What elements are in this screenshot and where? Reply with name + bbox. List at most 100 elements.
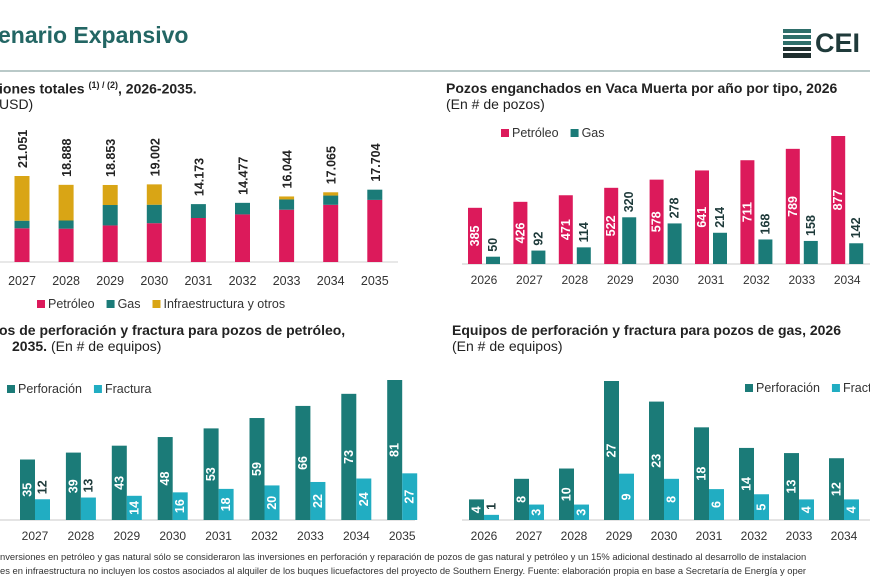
chart4-legend-label-0: Perforación <box>756 381 820 395</box>
chart3-label-perforación-2031: 53 <box>204 467 218 481</box>
chart3-bar-fractura-2027 <box>35 499 50 520</box>
chart3-label-perforación-2027: 35 <box>21 483 35 497</box>
chart1-x-tick-2033: 2033 <box>273 274 301 288</box>
chart2-bar-petróleo-2026 <box>468 207 482 264</box>
chart1-total-label-2028: 18.888 <box>60 139 74 177</box>
chart4-label-fractura-2027: 3 <box>530 509 544 516</box>
chart4-label-perforación-2029: 27 <box>605 444 619 458</box>
chart1-subtitle: USD) <box>0 96 34 112</box>
chart3-bar-perforación-2034 <box>341 393 357 520</box>
chart2-bar-petróleo-2034 <box>831 136 846 264</box>
chart4-legend-swatch-1 <box>831 384 840 392</box>
chart4-x-tick-2029: 2029 <box>606 529 633 543</box>
chart2-bar-gas-2030 <box>667 223 682 264</box>
chart2-x-tick-2034: 2034 <box>834 273 861 287</box>
chart1-bar-gas-2027 <box>14 220 30 229</box>
chart3-title: os de perforación y fractura para pozos … <box>0 322 346 338</box>
chart3-label-perforación-2035: 81 <box>388 443 402 457</box>
chart3-x-tick-2031: 2031 <box>205 529 232 543</box>
chart4-bar-fractura-2031 <box>709 489 724 520</box>
chart4-x-tick-2031: 2031 <box>696 529 723 543</box>
chart4-bar-fractura-2028 <box>574 504 589 520</box>
chart1-x-tick-2034: 2034 <box>317 274 345 288</box>
chart2-label-gas-2034: 142 <box>849 217 863 238</box>
chart3-bar-fractura-2034 <box>356 478 372 520</box>
chart4-bar-perforación-2031 <box>694 427 709 520</box>
chart1-total-label-2034: 17.065 <box>325 146 339 184</box>
chart2-title: Pozos enganchados en Vaca Muerta por año… <box>446 80 838 96</box>
chart4-label-perforación-2031: 18 <box>695 467 709 481</box>
chart4-x-tick-2033: 2033 <box>786 529 813 543</box>
footnote-2: es en infraestructura no incluyen los co… <box>0 565 807 576</box>
chart2-subtitle: (En # de pozos) <box>446 96 545 112</box>
chart1-bar-petróleo-2031 <box>190 218 206 262</box>
chart1-x-tick-2030: 2030 <box>140 274 168 288</box>
chart2-bar-gas-2027 <box>531 250 546 264</box>
chart2-label-petróleo-2029: 522 <box>604 215 618 236</box>
chart4-bar-fractura-2032 <box>754 494 769 520</box>
chart1-bar-infraestructura-2027 <box>14 176 30 221</box>
chart2-label-gas-2029: 320 <box>622 191 636 212</box>
chart2-bar-gas-2034 <box>849 243 864 264</box>
header-divider <box>0 70 870 72</box>
footnote-1: nversiones en petróleo y gas natural sól… <box>0 551 807 562</box>
chart1-total-label-2033: 16.044 <box>281 150 295 188</box>
chart2-label-petróleo-2031: 641 <box>695 207 709 228</box>
chart2-x-tick-2030: 2030 <box>652 273 679 287</box>
chart4-bar-perforación-2026 <box>469 499 484 520</box>
chart3-bar-fractura-2032 <box>264 485 280 520</box>
chart3-label-fractura-2027: 12 <box>36 480 50 494</box>
chart3-legend-swatch-1 <box>93 385 102 393</box>
chart3-bar-perforación-2033 <box>295 405 311 520</box>
chart2-x-tick-2032: 2032 <box>743 273 770 287</box>
chart1-bar-gas-2031 <box>190 204 206 219</box>
chart4-label-perforación-2027: 8 <box>515 496 529 503</box>
cei-logo: CEI <box>783 28 860 59</box>
chart1-bar-infraestructura-2030 <box>146 184 162 205</box>
chart4-label-perforación-2033: 13 <box>785 480 799 494</box>
chart3-legend-swatch-0 <box>7 385 15 393</box>
chart2-label-petróleo-2026: 385 <box>468 225 482 246</box>
chart4-bar-perforación-2027 <box>514 478 529 520</box>
chart1-bar-gas-2029 <box>102 205 118 226</box>
chart3-subtitle-bold: 2035. <box>12 338 48 354</box>
chart3-bar-perforación-2030 <box>157 437 173 520</box>
chart2-bar-petróleo-2030 <box>649 179 664 264</box>
chart3-x-tick-2032: 2032 <box>251 529 278 543</box>
chart1-total-label-2035: 17.704 <box>369 143 383 181</box>
chart1-bar-petróleo-2035 <box>367 199 383 262</box>
chart3-label-fractura-2035: 27 <box>403 490 417 504</box>
chart3-x-tick-2034: 2034 <box>343 529 370 543</box>
chart2-bar-gas-2033 <box>803 240 818 264</box>
chart2-bar-petróleo-2028 <box>558 195 573 264</box>
chart4-x-tick-2030: 2030 <box>651 529 678 543</box>
chart4-subtitle: (En # de equipos) <box>452 338 563 354</box>
logo-waves-icon <box>783 28 811 58</box>
chart2-label-gas-2026: 50 <box>486 238 500 252</box>
chart1-bar-gas-2028 <box>58 220 74 229</box>
chart4-bar-perforación-2034 <box>829 458 844 520</box>
chart4-label-perforación-2028: 10 <box>560 487 574 501</box>
chart4-x-tick-2028: 2028 <box>561 529 588 543</box>
chart3-bar-fractura-2031 <box>218 488 234 520</box>
chart3-label-fractura-2030: 16 <box>173 499 187 513</box>
chart3-bar-fractura-2029 <box>126 495 142 520</box>
chart1-total-label-2030: 19.002 <box>148 138 162 176</box>
chart3-subtitle: 2035. (En # de equipos) <box>12 338 161 354</box>
chart1-bar-infraestructura-2028 <box>58 184 74 221</box>
chart1-bar-petróleo-2030 <box>146 223 162 262</box>
chart1-legend-swatch-2 <box>152 300 161 308</box>
chart4-title: Equipos de perforación y fractura para p… <box>452 322 842 338</box>
chart1-bar-gas-2035 <box>367 189 383 200</box>
chart2-bar-petróleo-2033 <box>785 148 800 264</box>
chart4-label-perforación-2030: 23 <box>650 454 664 468</box>
chart3-bar-fractura-2033 <box>310 481 326 520</box>
chart3-label-perforación-2032: 59 <box>250 462 264 476</box>
chart2-legend-swatch-1 <box>570 129 579 137</box>
chart1-bar-gas-2034 <box>323 195 339 205</box>
chart4-label-fractura-2031: 6 <box>710 501 724 508</box>
page-title: enario Expansivo <box>0 22 189 48</box>
chart1-x-tick-2035: 2035 <box>361 274 389 288</box>
chart3-bar-perforación-2035 <box>387 380 403 520</box>
chart3-label-fractura-2034: 24 <box>357 492 371 506</box>
